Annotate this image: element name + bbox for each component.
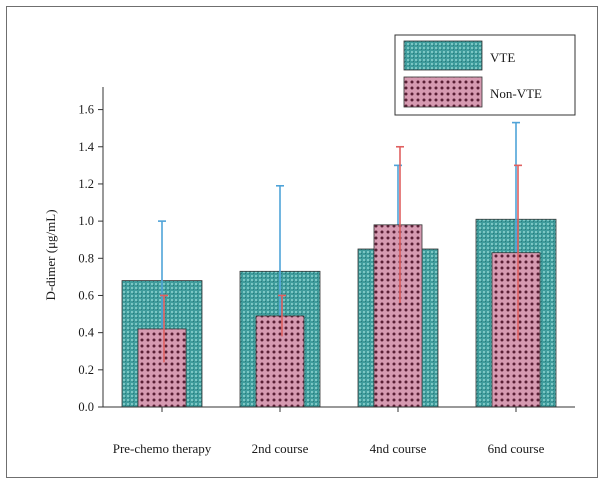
- y-tick-label-5: 1.0: [78, 214, 94, 228]
- y-tick-label-6: 1.2: [78, 177, 94, 191]
- x-tick-label-3: 6nd course: [488, 441, 545, 456]
- y-tick-label-4: 0.8: [78, 251, 94, 265]
- bar-non-vte-0: [137, 328, 187, 408]
- bar-chart: Pre-chemo therapy 2nd course 4nd course 6nd…: [43, 34, 576, 456]
- y-tick-label-8: 1.6: [78, 103, 94, 117]
- plot-area: Pre-chemo therapy 2nd course 4nd course 6nd…: [78, 87, 575, 456]
- x-tick-label-0: Pre-chemo therapy: [113, 441, 212, 456]
- x-tick-label-2: 4nd course: [370, 441, 427, 456]
- y-tick-label-1: 0.2: [78, 363, 94, 377]
- legend-label-vte: VTE: [490, 50, 515, 65]
- legend: VTE Non-VTE: [394, 34, 576, 116]
- legend-swatch-non-vte: [403, 76, 483, 108]
- bar-non-vte-2: [373, 224, 423, 408]
- legend-swatch-vte: [403, 40, 483, 71]
- y-tick-label-3: 0.6: [78, 288, 94, 302]
- y-axis-label: D-dimer (μg/mL): [43, 209, 58, 300]
- y-tick-label-0: 0.0: [78, 400, 94, 414]
- y-tick-label-2: 0.4: [78, 326, 94, 340]
- x-tick-label-1: 2nd course: [252, 441, 309, 456]
- bar-non-vte-3: [491, 252, 541, 408]
- legend-label-non-vte: Non-VTE: [490, 86, 542, 101]
- y-tick-label-7: 1.4: [78, 140, 94, 154]
- bar-non-vte-1: [255, 315, 305, 408]
- figure-frame: Pre-chemo therapy 2nd course 4nd course 6nd…: [6, 6, 598, 478]
